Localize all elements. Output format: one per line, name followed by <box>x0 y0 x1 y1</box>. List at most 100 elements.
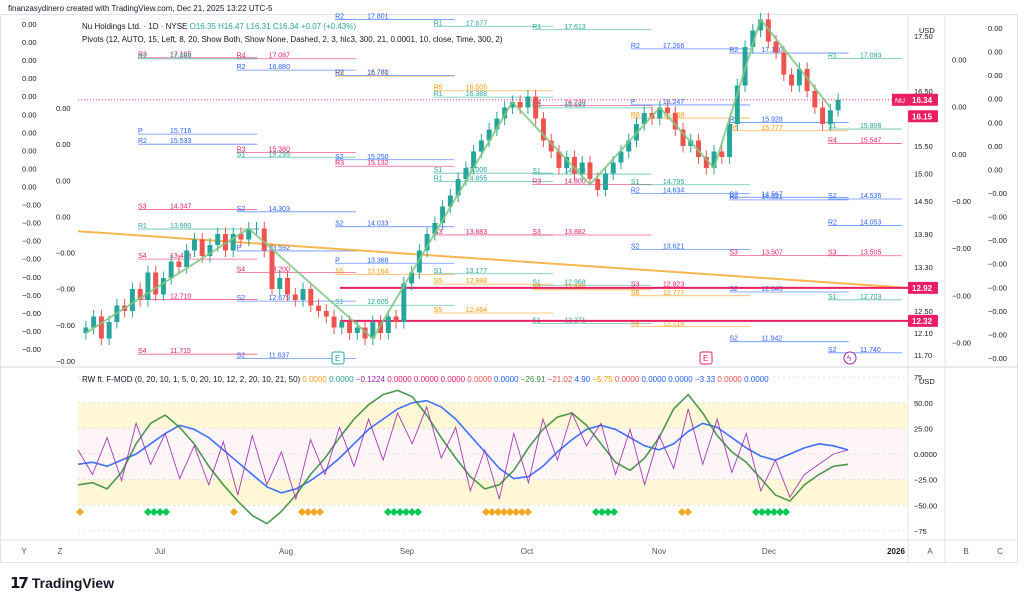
pivot-level-tag: S3 <box>434 229 443 236</box>
pivot-level-tag: S3 <box>631 282 640 289</box>
osc-value: −26.91 <box>521 375 548 384</box>
candle-body <box>827 110 833 124</box>
osc-value: 0.0000 <box>668 375 695 384</box>
outer-scale-label: 0.00 <box>988 165 1003 174</box>
left-scale-label: −0.00 <box>56 285 75 294</box>
left-scale-label: 0.00 <box>22 74 37 83</box>
pivot-level-tag: S4 <box>237 267 246 274</box>
candle-body <box>820 107 826 124</box>
pivot-level-tag: R3 <box>532 179 541 186</box>
candle-body <box>812 91 818 108</box>
candle-body <box>471 151 477 168</box>
osc-value: 0.0000 <box>744 375 769 384</box>
candle-body <box>665 107 670 113</box>
pivot-level-value: 17.613 <box>564 24 586 31</box>
price-tick-label: 15.50 <box>914 142 933 151</box>
signal-marker <box>396 508 404 516</box>
pivot-level-tag: R4 <box>237 53 246 60</box>
osc-value: 0.0000 <box>615 375 642 384</box>
x-axis-label: Aug <box>279 547 293 556</box>
legend-ohlc-value: +0.07 (+0.43%) <box>301 22 356 31</box>
price-badge-label: 12.32 <box>912 317 933 326</box>
pivot-level-value: 15.808 <box>860 123 882 130</box>
candle-body <box>626 140 632 152</box>
pivot-level-tag: S3 <box>532 229 541 236</box>
pivot-level-value: 11.637 <box>269 352 290 359</box>
pivot-level-value: 15.250 <box>367 154 389 161</box>
signal-marker <box>144 508 152 516</box>
ticker-badge-label: NU <box>895 98 905 105</box>
signal-marker <box>408 508 416 516</box>
pivot-level-tag: P <box>237 245 242 252</box>
candle-body <box>672 113 678 130</box>
pivot-level-value: 14.855 <box>466 175 488 182</box>
pivot-level-value: 13.505 <box>860 250 882 257</box>
pivot-level-value: 17.801 <box>367 13 389 20</box>
signal-marker <box>506 508 514 516</box>
osc-value: 0.0000 <box>414 375 441 384</box>
candle-body <box>191 239 197 251</box>
pivot-level-tag: S2 <box>729 286 738 293</box>
left-scale-label: 0.00 <box>56 104 71 113</box>
outer-scale-label: 0.00 <box>988 48 1003 57</box>
candle-body <box>494 118 500 130</box>
outer-scale-label: −0.00 <box>988 260 1007 269</box>
pivot-level-value: 14.033 <box>367 221 389 228</box>
candle-body <box>564 157 570 168</box>
candle-body <box>83 327 89 333</box>
left-scale-label: 0.00 <box>22 183 37 192</box>
left-scale-label: 0.00 <box>22 20 37 29</box>
osc-zone-upper <box>78 402 908 429</box>
chart-border <box>0 14 1018 563</box>
candle-body <box>587 162 593 179</box>
candle-body <box>145 272 151 300</box>
brand-name: TradingView <box>31 575 115 591</box>
pivot-level-value: 13.507 <box>761 250 783 257</box>
osc-tick-label: 50.00 <box>914 399 933 408</box>
osc-value: 4.90 <box>575 375 593 384</box>
pivot-level-tag: S1 <box>335 299 344 306</box>
pivot-level-tag: R3 <box>335 160 344 167</box>
pivot-level-value: 15.380 <box>269 147 291 154</box>
pivot-level-value: 14.567 <box>761 191 783 198</box>
pivot-level-tag: R2 <box>828 220 837 227</box>
candle-body <box>556 151 562 168</box>
pivot-level-tag: P <box>138 128 143 135</box>
signal-marker <box>500 508 508 516</box>
candle-body <box>579 162 585 174</box>
signal-marker <box>758 508 766 516</box>
pivot-level-value: 17.677 <box>466 20 488 27</box>
pivot-level-tag: R1 <box>532 24 541 31</box>
pivot-level-value: 16.505 <box>466 85 488 92</box>
pivot-level-tag: S4 <box>138 253 147 260</box>
signal-marker <box>512 508 520 516</box>
tradingview-logo[interactable]: 17 TradingView <box>10 574 114 592</box>
pivot-level-value: 14.053 <box>860 220 882 227</box>
x-axis-label: Dec <box>762 547 776 556</box>
candle-body <box>91 316 97 328</box>
left-scale-label: 0.00 <box>56 140 71 149</box>
candle-body <box>502 107 508 119</box>
price-tick-label: 13.90 <box>914 230 933 239</box>
pivot-level-tag: R2 <box>335 70 344 77</box>
event-marker <box>699 351 713 365</box>
candle-body <box>758 19 764 31</box>
left-scale-label: −0.00 <box>22 291 41 300</box>
signal-marker <box>764 508 772 516</box>
candle-body <box>137 289 143 300</box>
outer-scale-label: −0.00 <box>988 330 1007 339</box>
pivot-level-tag: S3 <box>138 203 147 210</box>
candle-body <box>602 173 608 190</box>
pivot-level-tag: R2 <box>237 64 246 71</box>
outer-scale-label: 0.00 <box>988 118 1003 127</box>
pivot-level-tag: S2 <box>237 295 246 302</box>
price-badge <box>908 93 938 106</box>
x-axis-label: Oct <box>521 547 534 556</box>
outer-scale-label: 0.00 <box>988 95 1003 104</box>
candle-body <box>680 129 686 146</box>
pivot-level-tag: R1 <box>828 52 837 59</box>
osc-value: −5.75 <box>592 375 614 384</box>
candle-body <box>595 179 601 190</box>
